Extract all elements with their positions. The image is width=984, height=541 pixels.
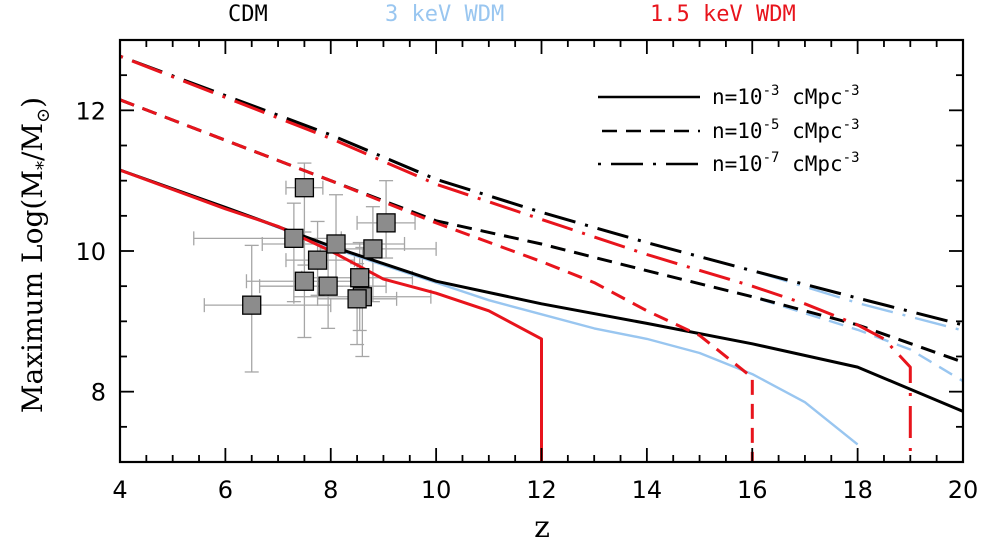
x-tick-label: 8 <box>323 476 338 504</box>
observation-marker <box>376 213 396 233</box>
curve-wdm15-short-dash <box>119 98 754 462</box>
x-tick-label: 10 <box>421 476 452 504</box>
observation-marker <box>363 239 383 259</box>
model-curves <box>119 54 964 462</box>
observation-marker <box>294 178 315 198</box>
observation-marker <box>347 289 367 309</box>
curve-wdm15-long-dash <box>119 54 912 462</box>
label-3kev-wdm: 3 keV WDM <box>385 2 505 27</box>
curve-wdm15-solid <box>119 168 543 462</box>
x-tick-label: 6 <box>218 476 233 504</box>
label-1-5kev-wdm: 1.5 keV WDM <box>650 2 796 27</box>
axis-ticks: 4 6 8 10 12 14 16 18 20 8 10 12 <box>75 39 979 504</box>
curve-cdm-long-dash <box>119 54 964 327</box>
x-tick-label: 12 <box>526 476 557 504</box>
x-tick-label: 14 <box>632 476 663 504</box>
x-tick-label: 16 <box>737 476 768 504</box>
observation-marker <box>318 276 338 296</box>
y-tick-label: 8 <box>91 379 106 407</box>
label-cdm: CDM <box>228 2 268 27</box>
x-axis-label: z <box>534 510 550 541</box>
y-tick-label: 12 <box>75 97 106 125</box>
observation-marker <box>326 234 346 254</box>
observation-marker <box>307 250 328 270</box>
x-tick-label: 4 <box>112 476 127 504</box>
legend: n=10-3 cMpc-3 n=10-5 cMpc-3 n=10-7 cMpc-… <box>598 83 860 176</box>
legend-label-1e-3: n=10-3 cMpc-3 <box>712 83 860 109</box>
observation-marker <box>294 271 315 291</box>
observation-marker <box>284 228 304 248</box>
y-axis-label: Maximum Log(M*/M⊙) <box>16 97 54 413</box>
x-tick-label: 18 <box>842 476 873 504</box>
y-tick-label: 10 <box>75 238 106 266</box>
x-tick-label: 20 <box>948 476 979 504</box>
legend-label-1e-5: n=10-5 cMpc-3 <box>712 117 860 143</box>
observation-marker <box>242 295 262 315</box>
observation-marker <box>350 268 370 288</box>
legend-label-1e-7: n=10-7 cMpc-3 <box>712 150 860 176</box>
observation-points <box>242 178 396 315</box>
